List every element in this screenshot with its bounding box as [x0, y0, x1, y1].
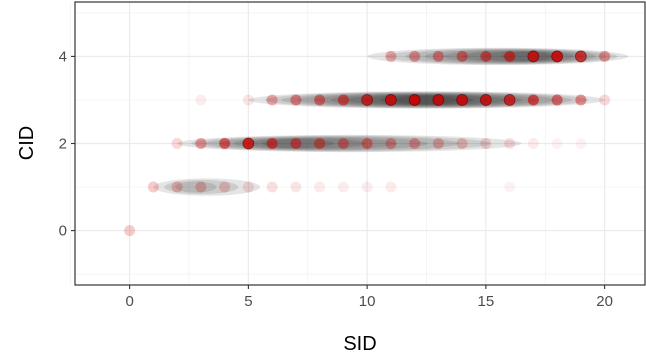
data-point — [337, 138, 349, 149]
density-contour-level — [177, 134, 522, 153]
axis-ticks: 0 5 10 15 20 0 2 4 — [59, 48, 613, 310]
data-point — [551, 94, 563, 106]
x-tick-label: 10 — [359, 293, 376, 310]
data-point — [290, 94, 302, 106]
data-point — [147, 181, 159, 193]
data-point — [574, 50, 587, 63]
data-point — [361, 181, 373, 193]
data-point — [242, 94, 254, 106]
density-contour-level — [297, 92, 556, 108]
data-point — [456, 94, 469, 106]
density-contour-level — [481, 51, 563, 62]
data-point — [527, 50, 540, 63]
data-point — [551, 138, 563, 149]
x-tick-label: 0 — [125, 293, 133, 310]
data-point — [314, 181, 326, 193]
y-axis-title: CID — [16, 126, 38, 160]
data-point — [480, 50, 492, 62]
density-contour-level — [395, 95, 458, 105]
data-point — [551, 50, 564, 63]
data-point — [266, 138, 278, 149]
data-point — [337, 181, 349, 193]
data-point — [575, 138, 587, 149]
data-point — [361, 138, 373, 149]
y-tick-label: 0 — [59, 223, 67, 240]
data-point — [456, 138, 468, 149]
data-point — [504, 181, 516, 193]
density-contour-level — [281, 92, 572, 108]
density-contour-level — [164, 179, 239, 195]
data-point — [527, 94, 539, 106]
data-point — [480, 138, 492, 149]
data-point — [195, 138, 207, 149]
data-point — [314, 94, 326, 106]
data-point — [124, 225, 136, 237]
density-contour-level — [153, 178, 261, 196]
data-point — [171, 138, 183, 149]
data-point — [290, 138, 302, 149]
data-point — [361, 94, 374, 106]
data-point — [385, 181, 397, 193]
data-point — [171, 181, 183, 193]
density-contour-level — [175, 181, 217, 193]
data-point — [290, 181, 302, 193]
data-point — [242, 181, 254, 193]
data-point — [527, 138, 539, 149]
data-point — [219, 181, 231, 193]
data-point — [599, 50, 611, 62]
data-point — [384, 94, 397, 106]
data-point — [432, 50, 444, 62]
density-contour-level — [367, 47, 629, 66]
data-point — [432, 138, 444, 149]
x-axis-title: SID — [343, 333, 376, 355]
data-point — [504, 138, 516, 149]
x-tick-label: 15 — [478, 293, 495, 310]
x-tick-label: 5 — [244, 293, 252, 310]
data-point — [409, 50, 421, 62]
data-point — [195, 181, 207, 193]
data-point — [432, 94, 445, 106]
data-point — [409, 138, 421, 149]
data-point — [242, 137, 255, 150]
density-contour-level — [248, 91, 605, 109]
data-point — [314, 138, 326, 149]
data-point — [599, 94, 611, 106]
data-point — [456, 50, 468, 62]
data-point — [385, 138, 397, 149]
data-points — [124, 50, 611, 237]
data-point — [195, 94, 207, 106]
data-point — [479, 94, 492, 106]
density-contour-level — [379, 95, 474, 105]
density-contour-level — [191, 135, 491, 152]
data-point — [266, 181, 278, 193]
y-tick-label: 2 — [59, 136, 67, 153]
y-tick-label: 4 — [59, 48, 67, 65]
data-point — [408, 94, 421, 106]
data-point — [337, 94, 349, 106]
data-point — [575, 94, 587, 106]
data-point — [504, 50, 516, 62]
data-point — [219, 138, 231, 149]
density-contour-level — [330, 93, 523, 107]
data-point — [503, 94, 516, 106]
data-point — [385, 50, 397, 62]
x-tick-label: 20 — [596, 293, 613, 310]
data-point — [266, 94, 278, 106]
